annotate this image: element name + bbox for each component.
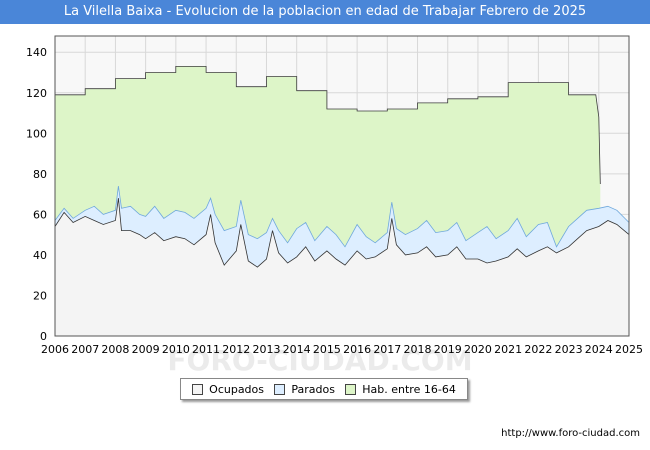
series-hab-line	[55, 66, 601, 185]
series-ocupados-line	[54, 198, 630, 268]
x-tick-label: 2014	[283, 343, 311, 356]
x-tick-label: 2021	[494, 343, 522, 356]
legend-item-parados: Parados	[274, 383, 335, 396]
y-tick-label: 120	[26, 87, 47, 100]
x-tick-label: 2025	[615, 343, 643, 356]
y-tick-label: 100	[26, 127, 47, 140]
source-url: http://www.foro-ciudad.com	[501, 428, 640, 439]
x-tick-label: 2022	[524, 343, 552, 356]
x-tick-label: 2020	[464, 343, 492, 356]
x-tick-label: 2017	[373, 343, 401, 356]
legend-item-hab: Hab. entre 16-64	[345, 383, 456, 396]
chart-legend: Ocupados Parados Hab. entre 16-64	[180, 378, 468, 400]
x-tick-label: 2016	[343, 343, 371, 356]
y-tick-label: 80	[33, 168, 47, 181]
chart-title: La Vilella Baixa - Evolucion de la pobla…	[0, 0, 650, 24]
x-tick-label: 2023	[555, 343, 583, 356]
x-tick-label: 2007	[71, 343, 99, 356]
y-tick-label: 140	[26, 46, 47, 59]
y-tick-label: 0	[40, 330, 47, 343]
x-tick-label: 2019	[434, 343, 462, 356]
x-tick-label: 2018	[404, 343, 432, 356]
legend-swatch-ocupados	[192, 383, 204, 395]
x-tick-label: 2008	[101, 343, 129, 356]
legend-label-parados: Parados	[291, 382, 335, 396]
legend-label-hab: Hab. entre 16-64	[362, 382, 456, 396]
watermark: FORO-CIUDAD.COM	[167, 344, 472, 377]
x-tick-label: 2006	[41, 343, 69, 356]
x-tick-label: 2012	[222, 343, 250, 356]
series-ocupados-area	[55, 198, 629, 336]
x-tick-label: 2024	[585, 343, 613, 356]
legend-swatch-parados	[274, 383, 286, 395]
plot-border	[54, 35, 630, 337]
x-tick-label: 2009	[132, 343, 160, 356]
legend-label-ocupados: Ocupados	[209, 382, 265, 396]
y-tick-label: 20	[33, 289, 47, 302]
x-tick-label: 2010	[162, 343, 190, 356]
y-tick-label: 60	[33, 208, 47, 221]
x-tick-label: 2011	[192, 343, 220, 356]
x-tick-label: 2013	[252, 343, 280, 356]
legend-item-ocupados: Ocupados	[192, 383, 264, 396]
series-parados-line	[54, 185, 630, 248]
x-tick-label: 2015	[313, 343, 341, 356]
y-tick-label: 40	[33, 249, 47, 262]
legend-swatch-hab	[345, 383, 357, 395]
